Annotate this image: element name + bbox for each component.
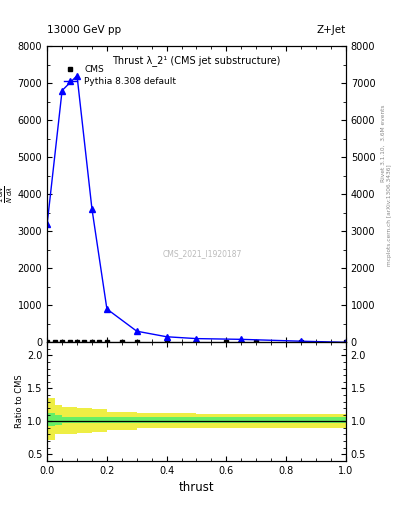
Line: Pythia 8.308 default: Pythia 8.308 default <box>44 73 349 346</box>
Text: 13000 GeV pp: 13000 GeV pp <box>47 25 121 35</box>
Text: mcplots.cern.ch [arXiv:1306.3436]: mcplots.cern.ch [arXiv:1306.3436] <box>387 164 391 266</box>
Text: Z+Jet: Z+Jet <box>317 25 346 35</box>
CMS <box>134 339 139 346</box>
Pythia 8.308 default <box>239 336 244 343</box>
CMS <box>45 339 50 346</box>
Text: CMS_2021_I1920187: CMS_2021_I1920187 <box>163 249 242 258</box>
Pythia 8.308 default <box>105 306 109 312</box>
Y-axis label: $\frac{1}{N}\frac{dN}{d\lambda}$: $\frac{1}{N}\frac{dN}{d\lambda}$ <box>0 185 15 203</box>
Text: Thrust λ_2¹ (CMS jet substructure): Thrust λ_2¹ (CMS jet substructure) <box>112 55 281 66</box>
CMS <box>105 339 109 346</box>
CMS <box>299 339 303 346</box>
CMS <box>97 339 102 346</box>
Y-axis label: Ratio to CMS: Ratio to CMS <box>15 375 24 429</box>
CMS <box>119 339 124 346</box>
Pythia 8.308 default <box>45 221 50 227</box>
CMS <box>343 339 348 346</box>
CMS <box>254 339 259 346</box>
Legend: CMS, Pythia 8.308 default: CMS, Pythia 8.308 default <box>64 66 176 86</box>
Pythia 8.308 default <box>60 88 64 94</box>
CMS <box>52 339 57 346</box>
Pythia 8.308 default <box>134 328 139 334</box>
CMS <box>194 339 199 346</box>
X-axis label: thrust: thrust <box>179 481 214 494</box>
Pythia 8.308 default <box>299 338 303 344</box>
CMS <box>164 339 169 346</box>
CMS <box>90 339 94 346</box>
Pythia 8.308 default <box>194 335 199 342</box>
Pythia 8.308 default <box>343 339 348 346</box>
Pythia 8.308 default <box>164 334 169 340</box>
CMS <box>67 339 72 346</box>
Line: CMS: CMS <box>45 340 348 345</box>
Pythia 8.308 default <box>90 206 94 212</box>
Text: Rivet 3.1.10,  3.6M events: Rivet 3.1.10, 3.6M events <box>381 104 386 182</box>
CMS <box>75 339 79 346</box>
CMS <box>60 339 64 346</box>
CMS <box>82 339 87 346</box>
Pythia 8.308 default <box>75 73 79 79</box>
CMS <box>224 339 229 346</box>
